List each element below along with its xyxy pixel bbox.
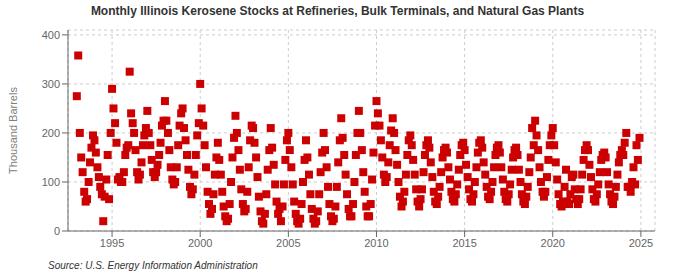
svg-text:200: 200	[42, 127, 60, 139]
svg-text:2020: 2020	[541, 237, 565, 249]
svg-text:1995: 1995	[100, 237, 124, 249]
svg-text:2015: 2015	[452, 237, 476, 249]
svg-text:Thousand Barrels: Thousand Barrels	[8, 87, 19, 174]
svg-text:0: 0	[54, 225, 60, 237]
svg-text:300: 300	[42, 78, 60, 90]
html-text:Source: U.S. Energy Informatio: Source: U.S. Energy Information Administ…	[48, 260, 258, 271]
svg-text:400: 400	[42, 29, 60, 41]
svg-text:2025: 2025	[629, 237, 653, 249]
svg-text:2010: 2010	[364, 237, 388, 249]
svg-text:2000: 2000	[188, 237, 212, 249]
html-text:Monthly Illinois Kerosene Stoc: Monthly Illinois Kerosene Stocks at Refi…	[90, 4, 585, 18]
svg-text:100: 100	[42, 176, 60, 188]
svg-text:2005: 2005	[276, 237, 300, 249]
